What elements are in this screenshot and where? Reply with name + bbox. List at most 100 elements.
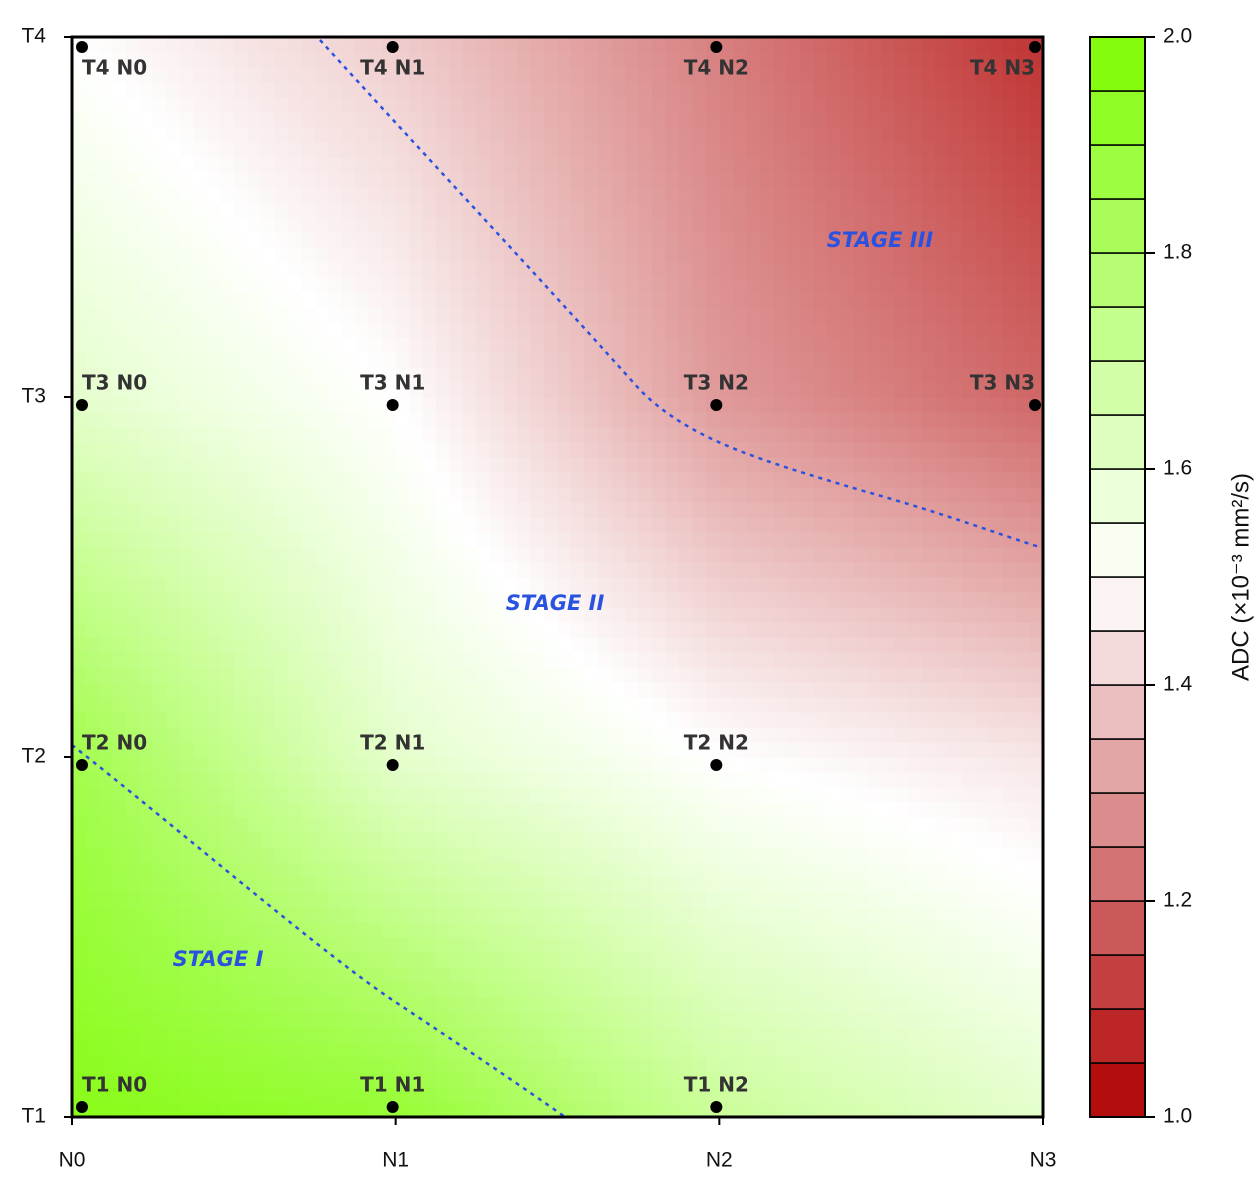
- heat-cell: [570, 157, 586, 173]
- heat-cell: [638, 682, 653, 698]
- heat-cell: [908, 517, 923, 533]
- heat-cell: [975, 952, 990, 968]
- heat-cell: [355, 832, 370, 848]
- heat-cell: [570, 817, 586, 833]
- heat-cell: [314, 847, 329, 863]
- heat-cell: [287, 82, 302, 98]
- heat-cell: [125, 727, 141, 743]
- heat-cell: [854, 502, 869, 518]
- heat-cell: [152, 802, 168, 818]
- heat-cell: [597, 637, 613, 653]
- heat-cell: [368, 367, 383, 383]
- heat-cell: [840, 382, 855, 398]
- heat-cell: [678, 607, 693, 623]
- heat-cell: [530, 907, 545, 923]
- heat-cell: [624, 1057, 640, 1073]
- heat-cell: [557, 277, 572, 293]
- heat-cell: [692, 997, 707, 1013]
- heat-cell: [422, 487, 437, 503]
- heat-cell: [867, 667, 882, 683]
- heat-cell: [921, 952, 936, 968]
- heat-cell: [449, 862, 464, 878]
- heat-cell: [503, 142, 518, 158]
- heat-cell: [665, 472, 680, 488]
- heat-cell: [260, 217, 275, 233]
- heat-cell: [611, 727, 626, 743]
- heat-cell: [948, 427, 963, 443]
- heat-cell: [1016, 577, 1031, 593]
- heat-cell: [260, 907, 275, 923]
- heat-cell: [692, 127, 707, 143]
- heat-cell: [544, 952, 559, 968]
- heat-cell: [287, 292, 302, 308]
- heat-cell: [355, 1057, 370, 1073]
- heat-cell: [449, 532, 464, 548]
- heat-cell: [179, 982, 194, 998]
- heat-cell: [355, 517, 370, 533]
- heat-cell: [179, 862, 194, 878]
- heat-cell: [584, 82, 599, 98]
- heat-cell: [368, 1057, 383, 1073]
- heat-cell: [233, 442, 248, 458]
- heat-cell: [813, 277, 828, 293]
- heat-cell: [314, 712, 329, 728]
- heat-cell: [719, 697, 734, 713]
- heat-cell: [152, 1057, 168, 1073]
- heat-cell: [355, 127, 370, 143]
- heat-cell: [368, 307, 383, 323]
- heat-cell: [624, 757, 640, 773]
- heat-cell: [368, 1087, 383, 1103]
- heat-cell: [328, 307, 343, 323]
- heat-cell: [624, 1027, 640, 1043]
- heat-cell: [544, 322, 559, 338]
- heat-cell: [935, 982, 950, 998]
- heat-cell: [989, 502, 1004, 518]
- heat-cell: [341, 1087, 356, 1103]
- heat-cell: [921, 142, 936, 158]
- heat-cell: [490, 142, 505, 158]
- heat-cell: [894, 472, 909, 488]
- heat-cell: [908, 652, 923, 668]
- heat-cell: [382, 832, 397, 848]
- heat-cell: [422, 1057, 437, 1073]
- heat-cell: [597, 262, 613, 278]
- heat-cell: [112, 1057, 127, 1073]
- heat-cell: [314, 967, 329, 983]
- heat-cell: [152, 847, 168, 863]
- heat-cell: [624, 1012, 640, 1028]
- heat-cell: [287, 112, 302, 128]
- heat-cell: [112, 247, 127, 263]
- heat-cell: [624, 97, 640, 113]
- heat-cell: [705, 382, 720, 398]
- heat-cell: [975, 817, 990, 833]
- heat-cell: [166, 607, 181, 623]
- heat-cell: [989, 967, 1004, 983]
- heat-cell: [894, 982, 909, 998]
- heat-cell: [948, 592, 963, 608]
- heat-cell: [962, 487, 977, 503]
- heat-cell: [570, 232, 586, 248]
- heat-cell: [719, 67, 734, 83]
- heat-cell: [665, 922, 680, 938]
- heat-cell: [125, 277, 141, 293]
- heat-cell: [692, 952, 707, 968]
- heat-cell: [800, 1072, 815, 1088]
- heat-cell: [260, 427, 275, 443]
- heat-cell: [719, 157, 734, 173]
- heat-cell: [1029, 1072, 1044, 1088]
- heat-cell: [422, 562, 437, 578]
- heat-cell: [422, 502, 437, 518]
- heat-cell: [948, 547, 963, 563]
- heat-cell: [624, 892, 640, 908]
- heat-cell: [179, 847, 194, 863]
- heat-cell: [732, 562, 747, 578]
- heat-cell: [544, 607, 559, 623]
- heat-cell: [773, 1087, 788, 1103]
- heat-cell: [85, 1087, 100, 1103]
- heat-cell: [328, 727, 343, 743]
- heat-cell: [72, 907, 87, 923]
- heat-cell: [665, 352, 680, 368]
- heat-cell: [449, 307, 464, 323]
- heat-cell: [665, 262, 680, 278]
- heat-cell: [759, 232, 774, 248]
